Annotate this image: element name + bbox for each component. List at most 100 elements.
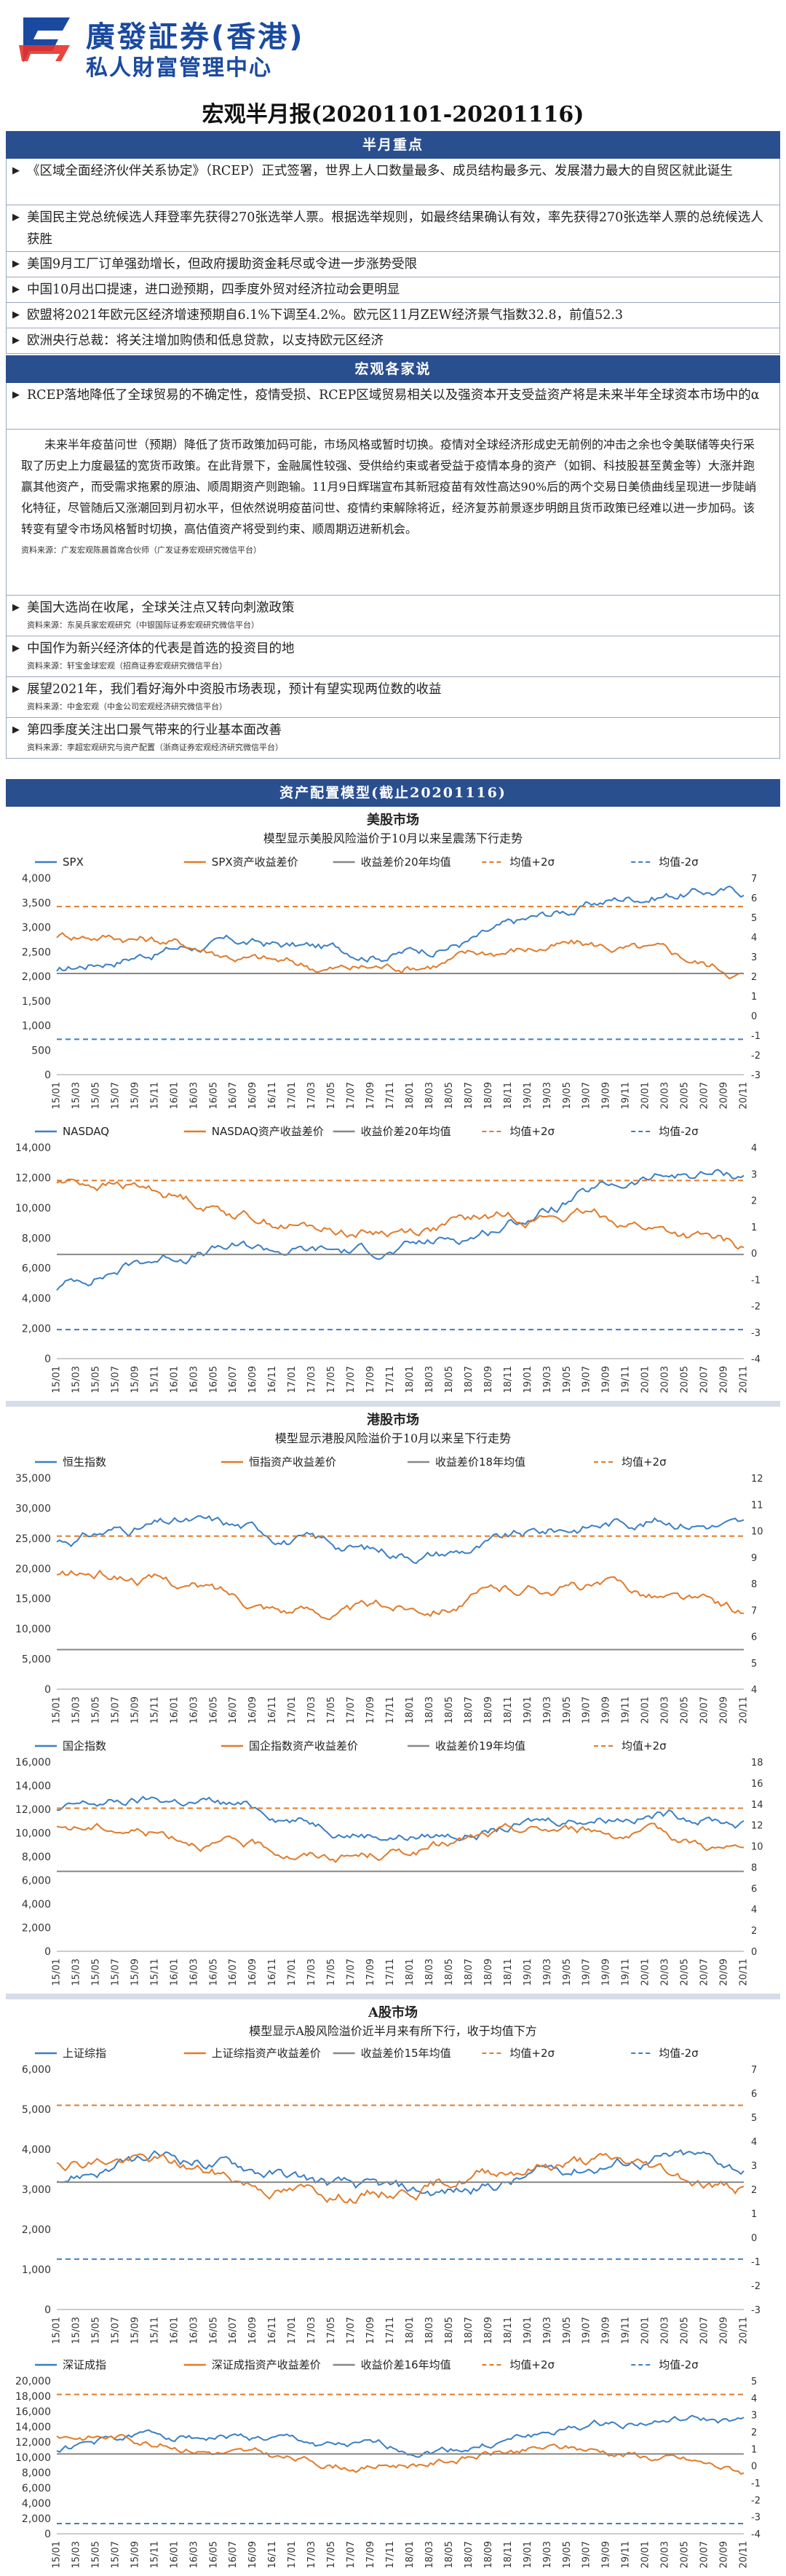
right-tick-label: 0 [751, 1011, 757, 1022]
right-tick-label: 1 [751, 2444, 757, 2455]
x-tick-label: 20/11 [739, 1366, 750, 1393]
right-tick-label: 6 [751, 1632, 757, 1643]
x-tick-label: 18/11 [503, 1082, 514, 1109]
x-tick-label: 18/01 [405, 1082, 416, 1109]
left-tick-label: 15,000 [15, 1594, 51, 1605]
right-tick-label: -3 [751, 2305, 761, 2316]
x-tick-label: 16/09 [247, 1696, 258, 1723]
view-text: 中国作为新兴经济体的代表是首选的投资目的地 [27, 641, 295, 656]
right-tick-label: 1 [751, 1222, 757, 1233]
view-text: 展望2021年，我们看好海外中资股市场表现，预计有望实现两位数的收益 [27, 682, 442, 697]
series-line [56, 2152, 745, 2205]
x-tick-label: 15/09 [130, 2541, 140, 2568]
x-tick-label: 15/07 [110, 1696, 121, 1723]
highlight-item: 《区域全面经济伙伴关系协定》（RCEP）正式签署，世界上人口数量最多、成员结构最… [6, 159, 780, 205]
x-tick-label: 18/09 [483, 2541, 494, 2568]
left-tick-label: 16,000 [15, 1757, 51, 1769]
right-tick-label: 7 [751, 2065, 757, 2076]
left-tick-label: 6,000 [22, 1263, 51, 1275]
right-tick-label: -3 [751, 1328, 761, 1339]
x-tick-label: 15/03 [71, 1696, 82, 1723]
view-source: 资料来源：轩宝金球宏观（招商证券宏观研究微信平台） [27, 661, 227, 671]
x-tick-label: 20/07 [699, 2541, 710, 2568]
x-tick-label: 15/01 [52, 1959, 63, 1986]
right-tick-label: -4 [751, 1354, 761, 1365]
x-tick-label: 20/05 [680, 2541, 691, 2568]
x-tick-label: 20/03 [660, 1082, 671, 1109]
right-tick-label: 18 [751, 1758, 763, 1769]
left-tick-label: 1,500 [22, 996, 51, 1008]
x-tick-label: 17/05 [326, 1959, 337, 1986]
x-tick-label: 16/01 [169, 2317, 180, 2344]
right-tick-label: 5 [751, 913, 757, 924]
x-tick-label: 16/01 [169, 1696, 180, 1723]
right-tick-label: -1 [751, 1275, 761, 1286]
x-tick-label: 19/11 [621, 2317, 632, 2344]
x-tick-label: 19/01 [523, 1696, 533, 1723]
x-tick-label: 16/01 [169, 2541, 180, 2568]
x-tick-label: 20/01 [640, 1082, 651, 1109]
x-tick-label: 18/03 [424, 1366, 435, 1393]
series-line [56, 1169, 745, 1291]
right-tick-label: 12 [751, 1821, 763, 1832]
x-tick-label: 18/01 [405, 2541, 416, 2568]
right-tick-label: 2 [751, 2185, 757, 2196]
x-tick-label: 16/05 [208, 1959, 219, 1986]
chart-szcomp: 深证成指 深证成指资产收益差价 收益价差16年均值 均值+2σ 均值-2σ 0 2,000 4… [6, 2355, 780, 2573]
right-tick-label: 4 [751, 1685, 757, 1696]
x-tick-label: 15/07 [110, 2541, 121, 2568]
left-tick-label: 18,000 [15, 2391, 51, 2403]
left-tick-label: 0 [44, 2529, 51, 2540]
chart-bg [6, 1736, 780, 1991]
series-line [56, 1822, 745, 1863]
view-source: 资料来源：李超宏观研究与资产配置（浙商证券宏观经济研究微信平台） [27, 743, 283, 752]
x-tick-label: 16/11 [267, 1366, 278, 1393]
x-tick-label: 18/05 [444, 1082, 455, 1109]
chart-bg [6, 1121, 780, 1398]
left-tick-label: 10,000 [15, 1203, 51, 1214]
x-tick-label: 17/09 [365, 1959, 376, 1986]
left-tick-label: 10,000 [15, 1624, 51, 1635]
x-tick-label: 18/09 [483, 1082, 494, 1109]
left-tick-label: 5,000 [22, 1654, 51, 1666]
left-tick-label: 4,000 [22, 2144, 51, 2156]
right-tick-label: 10 [751, 1527, 763, 1538]
x-tick-label: 17/11 [385, 1366, 396, 1393]
left-tick-label: 20,000 [15, 2376, 51, 2387]
x-tick-label: 16/09 [247, 1366, 258, 1393]
right-tick-label: 4 [751, 2393, 757, 2404]
x-tick-label: 15/05 [90, 1696, 101, 1723]
x-tick-label: 19/11 [621, 2541, 632, 2568]
left-tick-label: 16,000 [15, 2406, 51, 2418]
x-tick-label: 17/03 [306, 1082, 317, 1109]
view-item: RCEP落地降低了全球贸易的不确定性，疫情受损、RCEP区域贸易相关以及强资本开… [6, 383, 780, 430]
x-tick-label: 16/07 [228, 2317, 239, 2344]
x-tick-label: 18/09 [483, 1696, 494, 1723]
left-tick-label: 2,000 [22, 2224, 51, 2236]
left-tick-label: 14,000 [15, 1142, 51, 1154]
x-tick-label: 17/09 [365, 2317, 376, 2344]
highlight-item: 欧洲央行总裁：将关注增加购债和低息贷款，以支持欧元区经济 [6, 328, 780, 354]
x-tick-label: 15/09 [130, 2317, 140, 2344]
chart-svg: 恒生指数 恒指资产收益差价 收益差价18年均值 均值+2σ 0 5,000 10,000 15… [6, 1452, 780, 1728]
divider [6, 1401, 780, 1407]
right-tick-label: -1 [751, 1031, 761, 1042]
legend-label: SPX [63, 856, 84, 869]
legend-label: 均值-2σ [659, 1125, 699, 1138]
x-tick-label: 17/11 [385, 2541, 396, 2568]
left-tick-label: 2,000 [22, 1923, 51, 1935]
right-tick-label: 16 [751, 1779, 763, 1790]
x-tick-label: 16/07 [228, 1959, 239, 1986]
x-tick-label: 19/09 [601, 1696, 612, 1723]
x-tick-label: 17/09 [365, 1696, 376, 1723]
right-tick-label: 10 [751, 1842, 763, 1853]
x-tick-label: 20/09 [719, 2541, 730, 2568]
left-tick-label: 1,000 [22, 1021, 51, 1032]
x-tick-label: 17/05 [326, 2541, 337, 2568]
left-tick-label: 2,000 [22, 2513, 51, 2525]
x-tick-label: 15/07 [110, 1366, 121, 1393]
x-tick-label: 17/09 [365, 1366, 376, 1393]
x-tick-label: 18/09 [483, 1959, 494, 1986]
series-line [56, 1569, 744, 1621]
x-tick-label: 18/05 [444, 2541, 455, 2568]
